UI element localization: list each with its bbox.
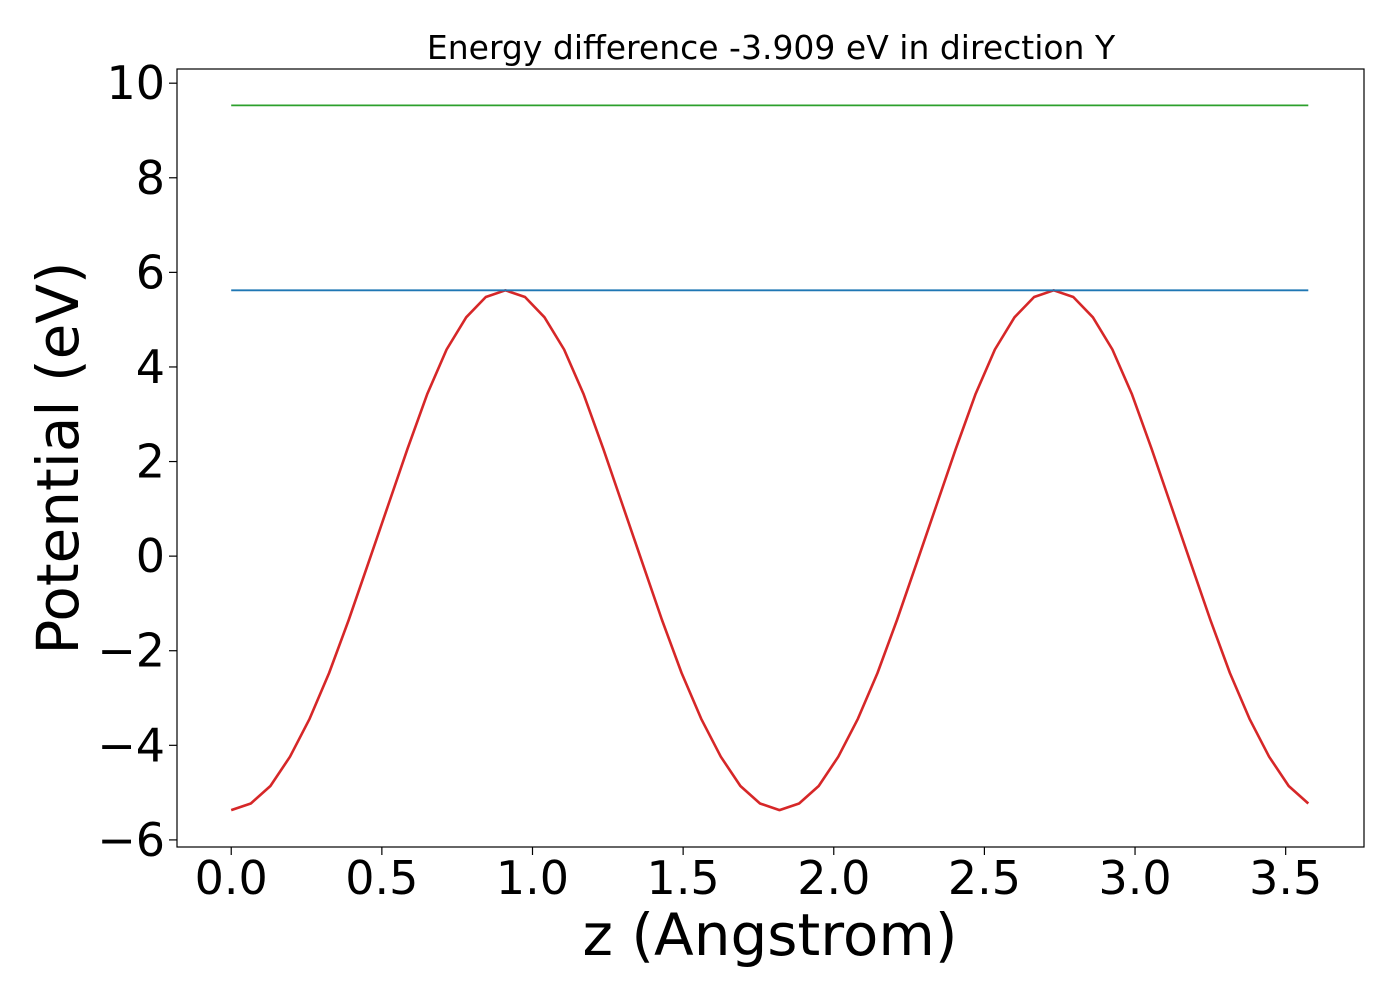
y-tick-label: −2 — [97, 624, 165, 678]
y-axis-label: Potential (eV) — [24, 261, 92, 654]
x-axis-label: z (Angstrom) — [583, 901, 958, 969]
data-series — [230, 104, 1310, 812]
y-tick-label: −6 — [97, 813, 165, 867]
x-tick-label: 2.5 — [948, 851, 1021, 905]
y-axis-ticks: −6 −4 −2 0 2 4 6 8 10 — [97, 56, 177, 867]
y-tick-label: 8 — [136, 151, 165, 205]
chart-title: Energy difference -3.909 eV in direction… — [427, 28, 1116, 67]
x-tick-label: 2.0 — [797, 851, 870, 905]
y-tick-label: 0 — [136, 529, 165, 583]
x-tick-label: 1.0 — [496, 851, 569, 905]
x-axis-ticks: 0.0 0.5 1.0 1.5 2.0 2.5 3.0 3.5 — [195, 847, 1322, 905]
x-tick-label: 0.5 — [345, 851, 418, 905]
x-tick-label: 0.0 — [195, 851, 268, 905]
x-tick-label: 3.5 — [1249, 851, 1322, 905]
y-tick-label: 6 — [136, 245, 165, 299]
y-tick-label: −4 — [97, 718, 165, 772]
y-tick-label: 4 — [136, 340, 165, 394]
plot-frame — [176, 68, 1365, 848]
y-tick-label: 10 — [106, 56, 165, 110]
y-tick-label: 2 — [136, 435, 165, 489]
x-tick-label: 3.0 — [1098, 851, 1171, 905]
x-tick-label: 1.5 — [647, 851, 720, 905]
series-line-0 — [230, 288, 1310, 812]
